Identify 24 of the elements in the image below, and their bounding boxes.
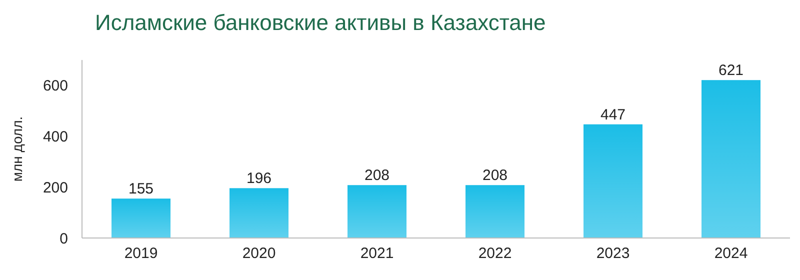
data-label: 196	[246, 170, 272, 188]
x-tick-label: 2023	[596, 245, 630, 262]
bar	[466, 185, 524, 238]
bar	[230, 188, 288, 238]
x-tick-label: 2022	[478, 245, 512, 262]
x-tick-label: 2024	[714, 245, 748, 262]
y-tick-label: 400	[42, 128, 68, 146]
x-tick-label: 2020	[242, 245, 276, 262]
data-label: 208	[482, 167, 508, 184]
data-label: 621	[718, 62, 744, 80]
bar	[112, 198, 170, 238]
x-tick-label: 2019	[124, 245, 158, 262]
bar	[348, 185, 406, 238]
y-tick-label: 0	[60, 230, 68, 248]
data-label: 155	[128, 180, 154, 198]
bar	[584, 124, 642, 238]
bar	[702, 80, 760, 238]
y-tick-label: 600	[42, 78, 68, 95]
x-tick-label: 2021	[360, 245, 394, 262]
data-label: 447	[600, 106, 626, 124]
y-axis-title: млн долл.	[9, 116, 25, 182]
y-tick-label: 200	[42, 179, 68, 196]
chart-title: Исламские банковские активы в Казахстане	[95, 10, 546, 35]
data-label: 208	[364, 167, 390, 184]
